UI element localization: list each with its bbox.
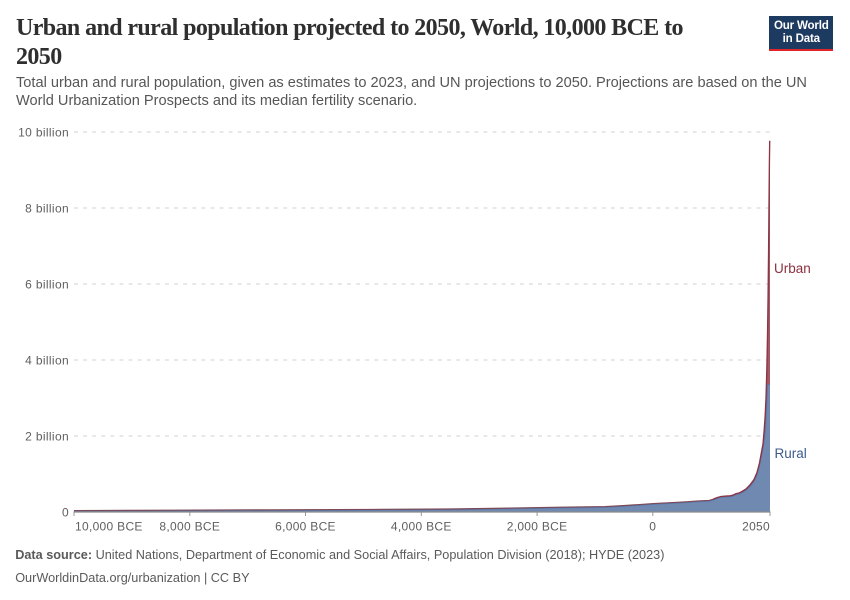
svg-text:2050: 2050: [742, 520, 770, 534]
svg-text:2 billion: 2 billion: [25, 429, 69, 443]
svg-text:8,000 BCE: 8,000 BCE: [159, 520, 220, 534]
svg-text:10,000 BCE: 10,000 BCE: [75, 520, 143, 534]
svg-text:Urban: Urban: [774, 261, 811, 276]
svg-text:8 billion: 8 billion: [25, 201, 69, 215]
svg-text:Rural: Rural: [775, 446, 807, 461]
svg-text:6,000 BCE: 6,000 BCE: [275, 520, 336, 534]
svg-text:10 billion: 10 billion: [18, 125, 69, 139]
svg-text:0: 0: [62, 505, 69, 519]
svg-text:2,000 BCE: 2,000 BCE: [507, 520, 568, 534]
svg-text:4 billion: 4 billion: [25, 353, 69, 367]
svg-text:0: 0: [649, 520, 656, 534]
svg-text:6 billion: 6 billion: [25, 277, 69, 291]
svg-text:4,000 BCE: 4,000 BCE: [391, 520, 452, 534]
